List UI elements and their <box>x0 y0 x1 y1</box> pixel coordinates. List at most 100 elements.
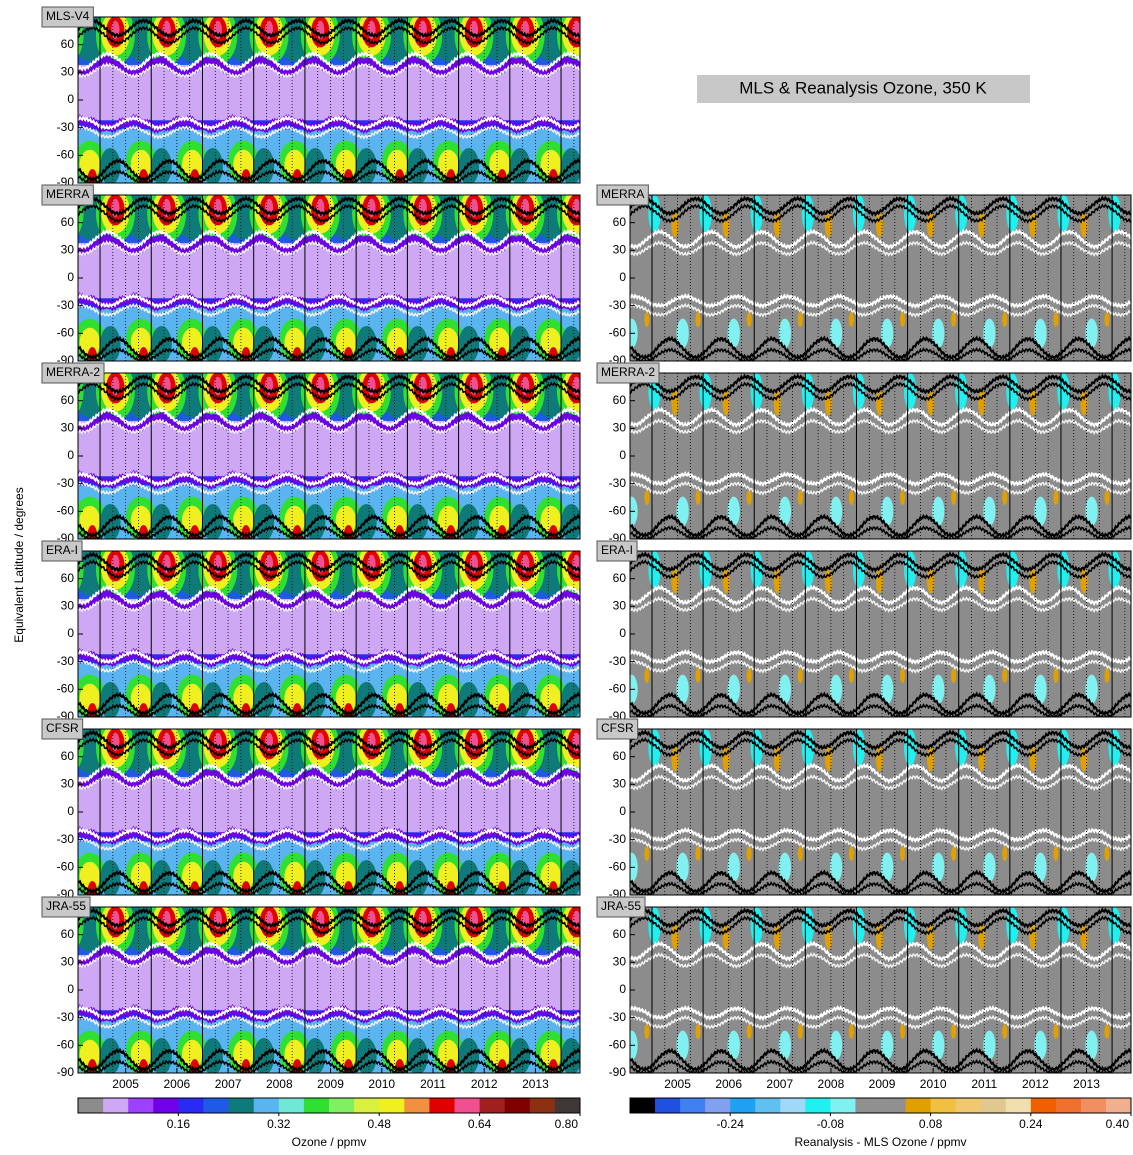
blob <box>0 6 32 65</box>
blob <box>699 551 712 588</box>
blob <box>28 684 48 714</box>
contour-line <box>78 203 580 224</box>
blob <box>1034 318 1047 349</box>
colorbar-tick-label: 0.64 <box>468 1117 492 1131</box>
blob <box>932 852 945 883</box>
y-tick-label: -30 <box>57 120 75 134</box>
colorbar-swatch <box>454 1098 481 1113</box>
y-tick-label: 60 <box>613 749 627 763</box>
panel-field <box>78 907 580 1073</box>
blob <box>927 923 935 950</box>
blob <box>695 846 701 861</box>
blob <box>1108 907 1121 944</box>
y-axis-label: Equivalent Latitude / degrees <box>12 487 26 642</box>
colorbar-tick-label: 0.32 <box>267 1117 291 1131</box>
blob <box>644 1024 650 1039</box>
blob <box>881 852 894 883</box>
panel-label-box <box>596 896 646 918</box>
y-tick-label: -60 <box>57 326 75 340</box>
panel-label-box <box>41 718 84 740</box>
panel-label-box <box>596 362 660 384</box>
x-tick-label: 2012 <box>1022 1077 1049 1091</box>
y-tick-label: -30 <box>609 1010 627 1024</box>
contour-line <box>630 762 1131 785</box>
blob <box>727 674 740 705</box>
y-tick-label: 60 <box>61 393 75 407</box>
contour-line <box>78 1004 580 1022</box>
blob <box>699 195 712 232</box>
contour-line <box>78 648 580 666</box>
panel-label-box <box>41 6 94 28</box>
contour-line <box>630 1005 1131 1022</box>
contour-line <box>78 703 580 717</box>
colorbar-swatch <box>655 1098 681 1113</box>
blob <box>875 389 884 416</box>
blob <box>932 318 945 349</box>
y-tick-label: 60 <box>613 393 627 407</box>
contour-line <box>630 869 1131 895</box>
contour-line <box>630 471 1131 488</box>
blob <box>881 496 894 527</box>
blob <box>848 846 854 861</box>
y-tick-label: -30 <box>609 832 627 846</box>
panel-label-box <box>596 540 638 562</box>
blob <box>644 668 650 683</box>
x-tick-label: 2011 <box>971 1077 997 1091</box>
contour-line <box>78 766 580 792</box>
panel-label: MLS-V4 <box>46 9 90 23</box>
colorbar-swatch <box>554 1098 581 1113</box>
contour-line <box>630 915 1131 936</box>
colorbar-swatch <box>830 1098 856 1113</box>
blob <box>927 211 935 238</box>
y-tick-label: -60 <box>57 1038 75 1052</box>
y-tick-label: 60 <box>613 927 627 941</box>
blob <box>694 150 714 180</box>
y-tick-label: 0 <box>619 982 626 996</box>
colorbar-frame <box>629 1097 1132 1114</box>
contour-line <box>78 513 580 539</box>
blob <box>4 728 22 759</box>
contour-line <box>630 881 1131 895</box>
y-tick-label: -30 <box>57 654 75 668</box>
contour-line <box>630 228 1131 251</box>
blob <box>1085 852 1098 883</box>
panel-field <box>630 373 1131 539</box>
blob <box>671 923 679 950</box>
y-tick-label: 30 <box>61 599 75 613</box>
contour-line <box>630 1014 1131 1030</box>
panel-field <box>630 551 1131 717</box>
blob <box>699 373 712 410</box>
y-tick-label: 30 <box>613 243 627 257</box>
blob <box>676 852 689 883</box>
contour-line <box>78 347 580 361</box>
contour-line <box>78 195 580 217</box>
colorbar-swatch <box>805 1098 831 1113</box>
contour-line <box>78 406 580 429</box>
x-tick-label: 2006 <box>715 1077 742 1091</box>
y-tick-label: 0 <box>619 626 626 640</box>
contour-line <box>630 525 1131 539</box>
colorbar-swatch <box>429 1098 455 1113</box>
colorbar-swatch <box>379 1098 405 1113</box>
blob <box>584 10 620 62</box>
contour-line <box>630 729 1131 751</box>
blob <box>1108 195 1121 232</box>
contour-line <box>630 406 1131 429</box>
blob <box>608 6 647 65</box>
contour-line <box>78 595 580 613</box>
y-tick-label: 30 <box>61 955 75 969</box>
blob <box>848 312 854 327</box>
blob <box>0 11 27 55</box>
y-tick-label: 0 <box>619 448 626 462</box>
panel-label: JRA-55 <box>601 899 641 913</box>
colorbar-swatch <box>178 1098 204 1113</box>
blob <box>727 496 740 527</box>
contour-line <box>78 239 580 257</box>
contour-line <box>630 551 1131 573</box>
y-tick-label: -30 <box>57 832 75 846</box>
contour-line <box>78 1059 580 1073</box>
y-tick-label: 30 <box>61 777 75 791</box>
colorbar-swatch <box>880 1098 907 1113</box>
colorbar-label: Reanalysis - MLS Ozone / ppmv <box>794 1135 966 1149</box>
